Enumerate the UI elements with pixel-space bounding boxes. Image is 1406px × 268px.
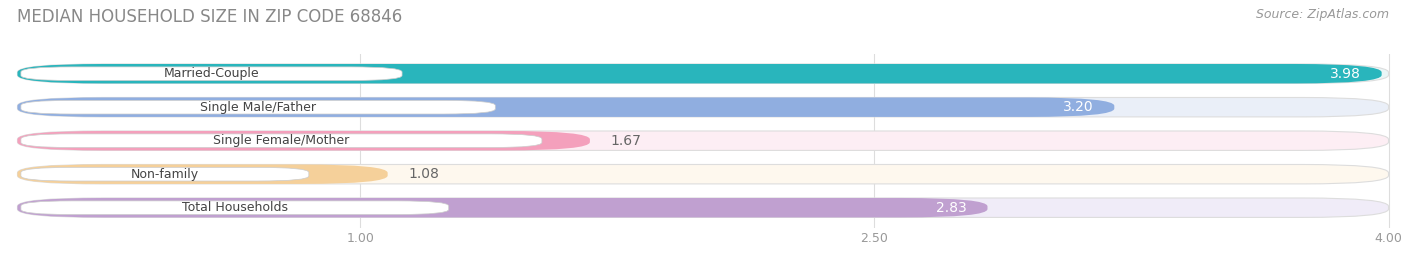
FancyBboxPatch shape: [21, 134, 541, 147]
FancyBboxPatch shape: [17, 198, 1389, 217]
FancyBboxPatch shape: [17, 98, 1115, 117]
Text: Married-Couple: Married-Couple: [163, 67, 259, 80]
Text: MEDIAN HOUSEHOLD SIZE IN ZIP CODE 68846: MEDIAN HOUSEHOLD SIZE IN ZIP CODE 68846: [17, 8, 402, 26]
FancyBboxPatch shape: [17, 131, 591, 150]
FancyBboxPatch shape: [17, 198, 987, 217]
Text: Total Households: Total Households: [181, 201, 288, 214]
FancyBboxPatch shape: [17, 64, 1382, 83]
FancyBboxPatch shape: [21, 100, 495, 114]
FancyBboxPatch shape: [17, 98, 1389, 117]
Text: 3.98: 3.98: [1330, 67, 1361, 81]
FancyBboxPatch shape: [21, 67, 402, 80]
Text: Non-family: Non-family: [131, 168, 198, 181]
Text: 3.20: 3.20: [1063, 100, 1094, 114]
FancyBboxPatch shape: [17, 64, 1389, 83]
Text: 2.83: 2.83: [936, 201, 967, 215]
Text: Single Male/Father: Single Male/Father: [200, 101, 316, 114]
Text: Source: ZipAtlas.com: Source: ZipAtlas.com: [1256, 8, 1389, 21]
Text: 1.08: 1.08: [408, 167, 439, 181]
FancyBboxPatch shape: [21, 201, 449, 214]
FancyBboxPatch shape: [21, 168, 309, 181]
FancyBboxPatch shape: [17, 165, 1389, 184]
Text: 1.67: 1.67: [610, 134, 641, 148]
FancyBboxPatch shape: [17, 165, 388, 184]
Text: Single Female/Mother: Single Female/Mother: [214, 134, 350, 147]
FancyBboxPatch shape: [17, 131, 1389, 150]
